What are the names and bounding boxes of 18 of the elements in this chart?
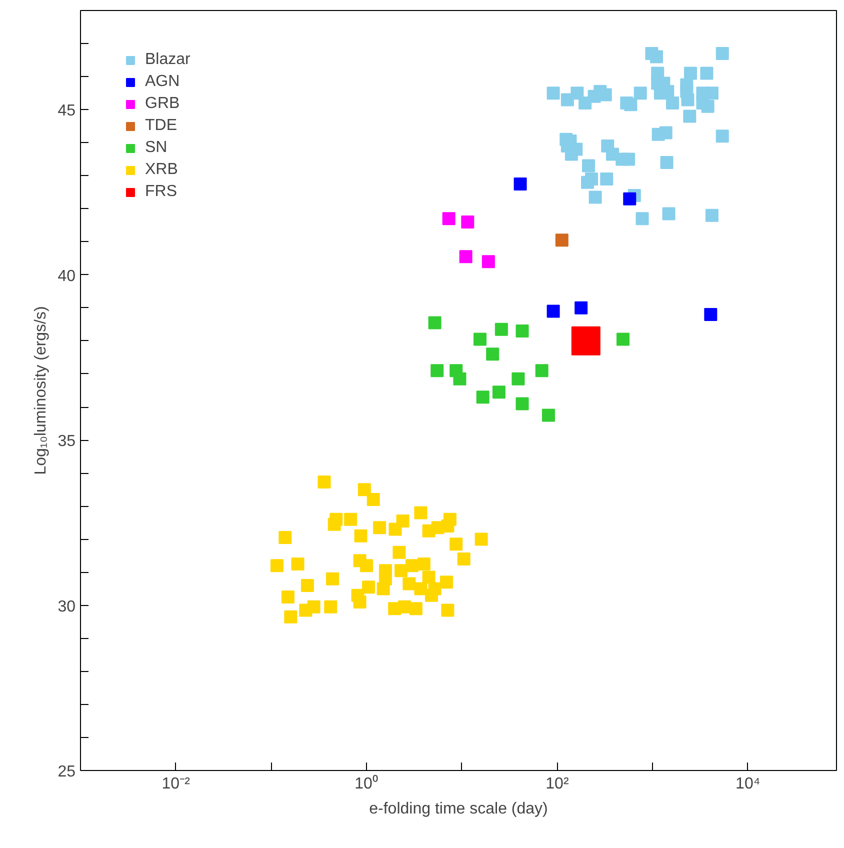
- y-tick-label: 25: [58, 764, 76, 780]
- x-axis-title: e-folding time scale (day): [369, 800, 548, 818]
- y-tick-label: 40: [58, 268, 76, 285]
- x-tick-label: 10⁰: [354, 774, 378, 792]
- legend-label: Blazar: [145, 51, 190, 69]
- x-tick-label: 10²: [546, 776, 570, 792]
- y-tick-label: 30: [58, 598, 76, 616]
- y-tick-label: 35: [58, 433, 76, 450]
- x-tick-label: 10⁻²: [162, 776, 191, 792]
- legend-label: FRS: [145, 183, 177, 201]
- legend-label: SN: [145, 139, 168, 157]
- y-axis-title: Log₁₀luminosity (ergs/s): [32, 306, 50, 475]
- legend-label: XRB: [145, 161, 178, 179]
- y-tick-label: 45: [58, 102, 76, 120]
- legend-label: GRB: [145, 95, 180, 113]
- legend-label: TDE: [145, 117, 177, 135]
- x-tick-label: 10⁴: [736, 776, 760, 792]
- legend-label: AGN: [145, 73, 180, 91]
